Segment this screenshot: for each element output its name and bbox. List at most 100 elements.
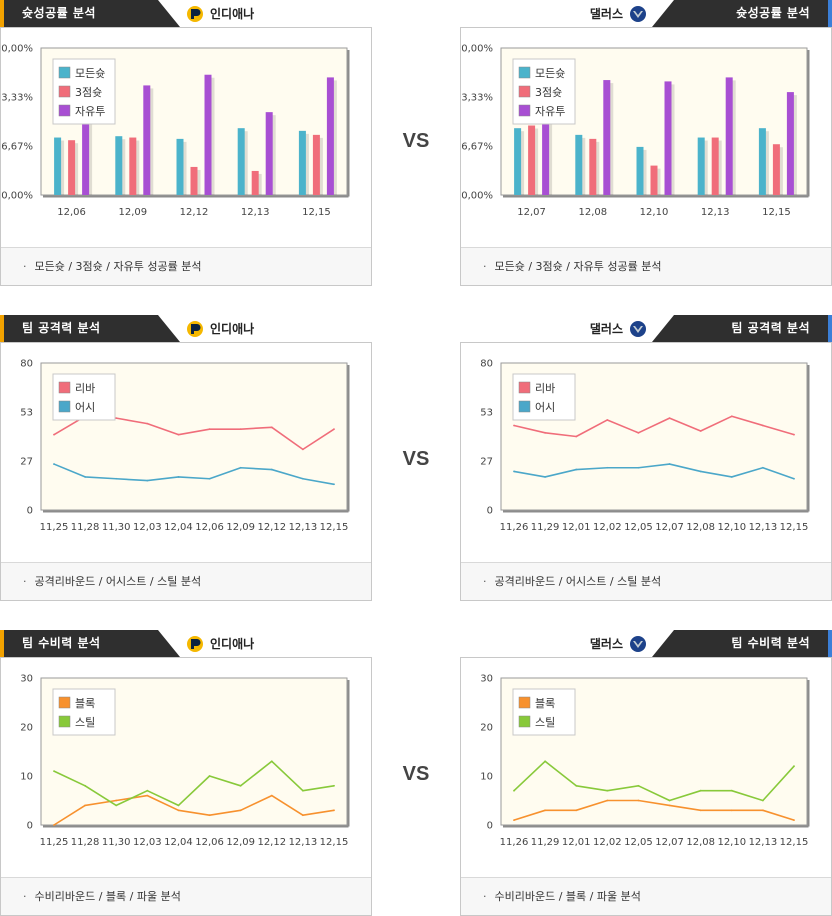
bar bbox=[542, 108, 550, 195]
bar bbox=[650, 165, 658, 195]
offense-panel-dallas: 댈러스 팀 공격력 분석 0 27 53 80 11,26 11,29 12,01 12,02… bbox=[460, 315, 832, 601]
shooting-section: 슛성공률 분석 인디애나 0,00% 36,67% 73,33% 110,00% 12,… bbox=[0, 0, 832, 288]
data-point bbox=[668, 804, 671, 807]
bar bbox=[190, 166, 198, 195]
x-tick-label: 12,02 bbox=[593, 522, 622, 533]
data-point bbox=[544, 760, 547, 763]
bar bbox=[312, 134, 320, 195]
x-tick-label: 12,05 bbox=[624, 837, 653, 848]
x-tick-label: 12,15 bbox=[302, 207, 331, 218]
legend-label: 모든슛 bbox=[535, 67, 565, 80]
y-tick-label: 0,00% bbox=[461, 191, 493, 202]
x-tick-label: 12,08 bbox=[686, 522, 715, 533]
x-tick-label: 11,28 bbox=[71, 837, 100, 848]
data-point bbox=[53, 433, 55, 436]
data-point bbox=[53, 770, 55, 772]
shooting-panel-dallas: 댈러스 슛성공률 분석 0,00% 36,67% 73,33% 110,00% 12,0… bbox=[460, 0, 832, 286]
section-title: 팀 수비력 분석 bbox=[22, 636, 101, 650]
section-title-tab: 팀 공격력 분석 bbox=[0, 315, 180, 342]
section-title-tab: 팀 수비력 분석 bbox=[0, 630, 180, 657]
x-tick-label: 12,13 bbox=[701, 207, 730, 218]
data-point bbox=[208, 775, 211, 777]
offense-panel-indiana: 팀 공격력 분석 인디애나 0 27 53 80 11,25 11,28 11,30 12,0… bbox=[0, 315, 372, 601]
footer-caption: 공격리바운드 / 어시스트 / 스틸 분석 bbox=[483, 563, 662, 601]
data-point bbox=[333, 784, 335, 787]
data-point bbox=[333, 483, 335, 486]
x-tick-label: 11,25 bbox=[40, 522, 69, 533]
bar bbox=[664, 81, 672, 195]
bar bbox=[514, 128, 522, 195]
y-tick-label: 110,00% bbox=[461, 44, 493, 55]
y-tick-label: 53 bbox=[480, 408, 493, 419]
bar bbox=[251, 170, 259, 195]
x-tick-label: 12,12 bbox=[257, 522, 286, 533]
team-label-indiana: 인디애나 bbox=[186, 315, 254, 342]
data-point bbox=[513, 789, 515, 792]
data-point bbox=[606, 789, 609, 792]
data-point bbox=[333, 809, 335, 812]
data-point bbox=[301, 448, 304, 451]
chart-box: 0 10 20 30 11,26 11,29 12,01 12,02 12,05 12,07 12,… bbox=[460, 657, 832, 916]
chart-footer: 모든슛 / 3점슛 / 자유투 성공률 분석 bbox=[1, 247, 371, 285]
y-tick-label: 0 bbox=[487, 821, 493, 832]
chart-footer: 모든슛 / 3점슛 / 자유투 성공률 분석 bbox=[461, 247, 831, 285]
data-point bbox=[544, 476, 547, 478]
vs-label: VS bbox=[402, 448, 430, 470]
team-label-indiana: 인디애나 bbox=[186, 630, 254, 657]
bar bbox=[697, 137, 705, 195]
pacers-logo-icon bbox=[187, 320, 203, 337]
legend-label: 모든슛 bbox=[75, 67, 105, 80]
y-tick-label: 80 bbox=[20, 359, 33, 370]
data-point bbox=[575, 784, 578, 787]
series-line bbox=[513, 799, 795, 821]
defense-panel-indiana: 팀 수비력 분석 인디애나 0 10 20 30 11,25 11,28 11,30 12,0… bbox=[0, 630, 372, 916]
x-tick-label: 11,30 bbox=[102, 837, 131, 848]
bar bbox=[68, 140, 76, 195]
mavericks-logo-icon bbox=[630, 5, 646, 22]
chart-box: 0 27 53 80 11,25 11,28 11,30 12,03 12,04 12,06 12,… bbox=[0, 342, 372, 601]
data-point bbox=[668, 799, 671, 802]
data-point bbox=[146, 789, 149, 792]
data-point bbox=[115, 477, 118, 480]
panel-header: 댈러스 슛성공률 분석 bbox=[460, 0, 832, 27]
series-line bbox=[513, 760, 795, 802]
data-point bbox=[146, 479, 149, 482]
x-tick-label: 12,15 bbox=[780, 522, 809, 533]
legend-swatch bbox=[518, 696, 531, 709]
legend-swatch bbox=[518, 85, 531, 98]
x-tick-label: 12,15 bbox=[320, 837, 349, 848]
chart-footer: 수비리바운드 / 블록 / 파울 분석 bbox=[461, 877, 831, 915]
series-line bbox=[513, 415, 795, 438]
data-point bbox=[239, 428, 242, 431]
legend-swatch bbox=[58, 85, 71, 98]
defense-section: 팀 수비력 분석 인디애나 0 10 20 30 11,25 11,28 11,30 12,0… bbox=[0, 630, 832, 916]
legend-swatch bbox=[518, 381, 531, 394]
section-title-tab: 슛성공률 분석 bbox=[652, 0, 832, 27]
team-name: 인디애나 bbox=[210, 322, 255, 336]
data-point bbox=[270, 426, 273, 429]
data-point bbox=[239, 466, 242, 469]
section-title-tab: 팀 수비력 분석 bbox=[652, 630, 832, 657]
bar bbox=[711, 137, 719, 195]
legend-swatch bbox=[58, 400, 71, 413]
team-name: 댈러스 bbox=[589, 322, 623, 336]
data-point bbox=[699, 470, 702, 473]
data-point bbox=[513, 424, 515, 427]
x-tick-label: 12,13 bbox=[241, 207, 270, 218]
team-name: 인디애나 bbox=[210, 7, 255, 21]
legend-label: 리바 bbox=[535, 382, 555, 395]
legend-label: 스틸 bbox=[535, 716, 555, 729]
bar bbox=[176, 138, 184, 195]
x-tick-label: 12,02 bbox=[593, 837, 622, 848]
data-point bbox=[793, 765, 795, 768]
x-tick-label: 12,13 bbox=[749, 522, 778, 533]
data-point bbox=[208, 477, 211, 480]
x-tick-label: 12,10 bbox=[717, 837, 746, 848]
y-tick-label: 110,00% bbox=[1, 44, 33, 55]
x-tick-label: 11,29 bbox=[531, 837, 560, 848]
data-point bbox=[637, 784, 640, 787]
y-tick-label: 0 bbox=[27, 506, 33, 517]
chart-box: 0 10 20 30 11,25 11,28 11,30 12,03 12,04 12,06 12,… bbox=[0, 657, 372, 916]
